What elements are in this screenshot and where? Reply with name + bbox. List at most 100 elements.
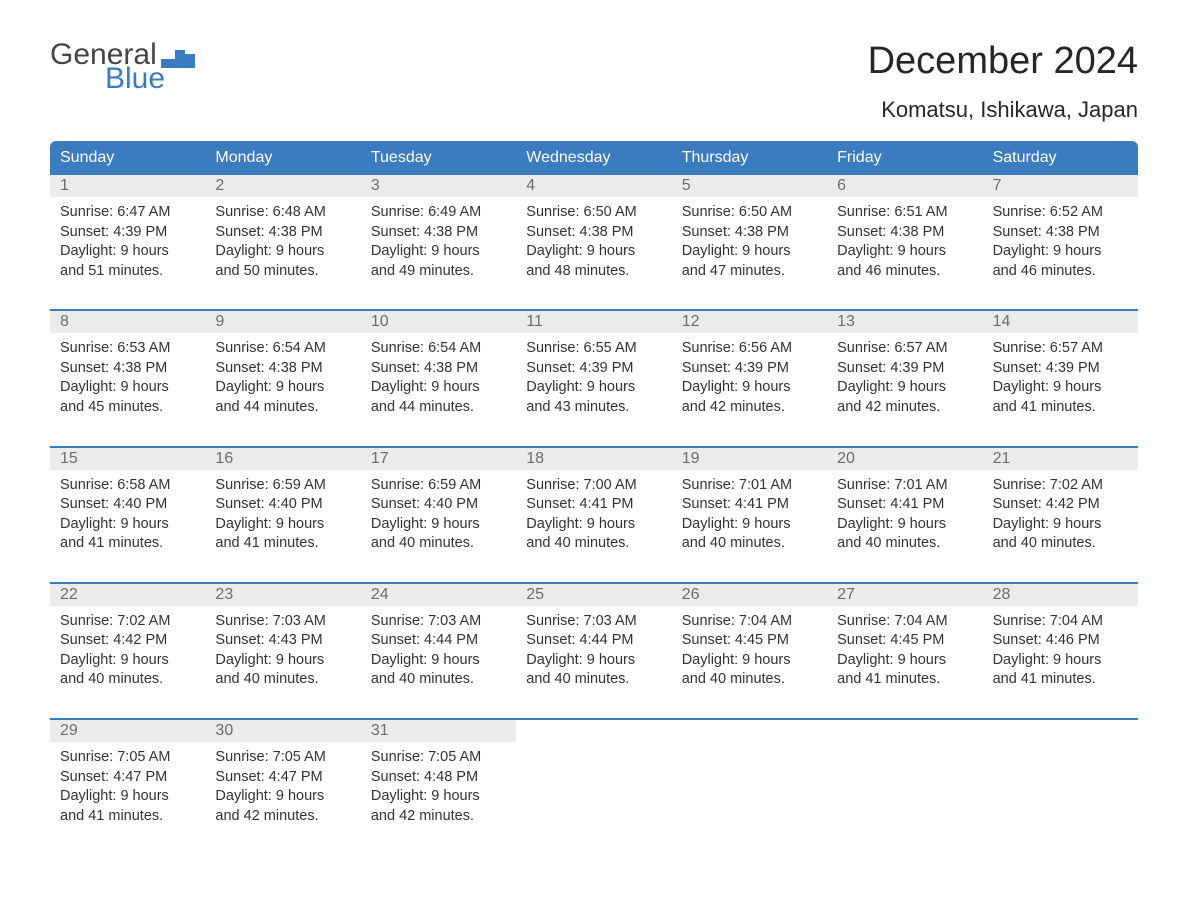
daylight-line-1: Daylight: 9 hours bbox=[993, 515, 1128, 535]
day-number: 29 bbox=[50, 720, 205, 742]
location-text: Komatsu, Ishikawa, Japan bbox=[868, 97, 1138, 123]
day-info: Sunrise: 6:53 AMSunset: 4:38 PMDaylight:… bbox=[60, 339, 195, 417]
sunrise-line: Sunrise: 7:04 AM bbox=[993, 612, 1128, 632]
daylight-line-2: and 40 minutes. bbox=[682, 534, 817, 554]
weekday-saturday: Saturday bbox=[983, 141, 1138, 175]
daylight-line-2: and 40 minutes. bbox=[993, 534, 1128, 554]
day-cell: 19Sunrise: 7:01 AMSunset: 4:41 PMDayligh… bbox=[672, 448, 827, 564]
daylight-line-2: and 40 minutes. bbox=[682, 670, 817, 690]
daylight-line-2: and 40 minutes. bbox=[215, 670, 350, 690]
day-cell: 13Sunrise: 6:57 AMSunset: 4:39 PMDayligh… bbox=[827, 311, 982, 427]
daylight-line-2: and 41 minutes. bbox=[837, 670, 972, 690]
sunrise-line: Sunrise: 6:58 AM bbox=[60, 476, 195, 496]
sunset-line: Sunset: 4:41 PM bbox=[526, 495, 661, 515]
day-cell bbox=[827, 720, 982, 836]
day-number: 1 bbox=[50, 175, 205, 197]
day-cell bbox=[516, 720, 671, 836]
daylight-line-1: Daylight: 9 hours bbox=[993, 651, 1128, 671]
daylight-line-2: and 46 minutes. bbox=[837, 262, 972, 282]
daylight-line-1: Daylight: 9 hours bbox=[60, 787, 195, 807]
sunset-line: Sunset: 4:41 PM bbox=[682, 495, 817, 515]
daylight-line-2: and 50 minutes. bbox=[215, 262, 350, 282]
sunset-line: Sunset: 4:40 PM bbox=[215, 495, 350, 515]
day-cell: 5Sunrise: 6:50 AMSunset: 4:38 PMDaylight… bbox=[672, 175, 827, 291]
day-cell: 17Sunrise: 6:59 AMSunset: 4:40 PMDayligh… bbox=[361, 448, 516, 564]
daylight-line-2: and 41 minutes. bbox=[215, 534, 350, 554]
week-row: 8Sunrise: 6:53 AMSunset: 4:38 PMDaylight… bbox=[50, 309, 1138, 427]
day-info: Sunrise: 7:04 AMSunset: 4:45 PMDaylight:… bbox=[682, 612, 817, 690]
daylight-line-2: and 51 minutes. bbox=[60, 262, 195, 282]
daylight-line-1: Daylight: 9 hours bbox=[993, 242, 1128, 262]
daylight-line-2: and 46 minutes. bbox=[993, 262, 1128, 282]
day-number: 30 bbox=[205, 720, 360, 742]
week-row: 22Sunrise: 7:02 AMSunset: 4:42 PMDayligh… bbox=[50, 582, 1138, 700]
sunrise-line: Sunrise: 7:00 AM bbox=[526, 476, 661, 496]
sunrise-line: Sunrise: 6:51 AM bbox=[837, 203, 972, 223]
sunrise-line: Sunrise: 7:05 AM bbox=[371, 748, 506, 768]
sunrise-line: Sunrise: 6:54 AM bbox=[215, 339, 350, 359]
day-number: 7 bbox=[983, 175, 1138, 197]
daylight-line-2: and 43 minutes. bbox=[526, 398, 661, 418]
weeks-container: 1Sunrise: 6:47 AMSunset: 4:39 PMDaylight… bbox=[50, 175, 1138, 836]
day-number: 21 bbox=[983, 448, 1138, 470]
flag-icon bbox=[161, 50, 195, 68]
daylight-line-1: Daylight: 9 hours bbox=[993, 378, 1128, 398]
sunrise-line: Sunrise: 6:52 AM bbox=[993, 203, 1128, 223]
sunrise-line: Sunrise: 6:48 AM bbox=[215, 203, 350, 223]
day-number: 10 bbox=[361, 311, 516, 333]
day-cell: 26 Sunrise: 7:04 AMSunset: 4:45 PMDayligh… bbox=[672, 584, 827, 700]
day-number: 28 bbox=[983, 584, 1138, 606]
day-number: 11 bbox=[516, 311, 671, 333]
day-info: Sunrise: 7:04 AMSunset: 4:46 PMDaylight:… bbox=[993, 612, 1128, 690]
sunset-line: Sunset: 4:39 PM bbox=[682, 359, 817, 379]
week-row: 1Sunrise: 6:47 AMSunset: 4:39 PMDaylight… bbox=[50, 175, 1138, 291]
day-info: Sunrise: 6:59 AMSunset: 4:40 PMDaylight:… bbox=[215, 476, 350, 554]
day-cell: 23Sunrise: 7:03 AMSunset: 4:43 PMDayligh… bbox=[205, 584, 360, 700]
day-cell: 31Sunrise: 7:05 AMSunset: 4:48 PMDayligh… bbox=[361, 720, 516, 836]
day-cell: 28 Sunrise: 7:04 AMSunset: 4:46 PMDayligh… bbox=[983, 584, 1138, 700]
daylight-line-2: and 42 minutes. bbox=[215, 807, 350, 827]
day-cell: 30Sunrise: 7:05 AMSunset: 4:47 PMDayligh… bbox=[205, 720, 360, 836]
day-info: Sunrise: 6:55 AMSunset: 4:39 PMDaylight:… bbox=[526, 339, 661, 417]
day-info: Sunrise: 6:50 AMSunset: 4:38 PMDaylight:… bbox=[682, 203, 817, 281]
day-cell: 27Sunrise: 7:04 AMSunset: 4:45 PMDayligh… bbox=[827, 584, 982, 700]
day-info: Sunrise: 6:58 AMSunset: 4:40 PMDaylight:… bbox=[60, 476, 195, 554]
day-cell: 22Sunrise: 7:02 AMSunset: 4:42 PMDayligh… bbox=[50, 584, 205, 700]
sunset-line: Sunset: 4:38 PM bbox=[371, 359, 506, 379]
day-number: 9 bbox=[205, 311, 360, 333]
day-info: Sunrise: 6:51 AMSunset: 4:38 PMDaylight:… bbox=[837, 203, 972, 281]
daylight-line-2: and 41 minutes. bbox=[60, 534, 195, 554]
daylight-line-1: Daylight: 9 hours bbox=[526, 515, 661, 535]
day-number: 2 bbox=[205, 175, 360, 197]
sunrise-line: Sunrise: 7:05 AM bbox=[60, 748, 195, 768]
daylight-line-1: Daylight: 9 hours bbox=[837, 378, 972, 398]
weekday-wednesday: Wednesday bbox=[516, 141, 671, 175]
title-block: December 2024 Komatsu, Ishikawa, Japan bbox=[868, 40, 1138, 133]
daylight-line-1: Daylight: 9 hours bbox=[682, 651, 817, 671]
day-info: Sunrise: 7:03 AMSunset: 4:44 PMDaylight:… bbox=[526, 612, 661, 690]
day-number: 26 bbox=[672, 584, 827, 606]
sunset-line: Sunset: 4:38 PM bbox=[837, 223, 972, 243]
day-number: 18 bbox=[516, 448, 671, 470]
daylight-line-1: Daylight: 9 hours bbox=[60, 242, 195, 262]
day-info: Sunrise: 6:48 AMSunset: 4:38 PMDaylight:… bbox=[215, 203, 350, 281]
day-info: Sunrise: 7:03 AMSunset: 4:44 PMDaylight:… bbox=[371, 612, 506, 690]
day-info: Sunrise: 6:54 AMSunset: 4:38 PMDaylight:… bbox=[371, 339, 506, 417]
day-number: 19 bbox=[672, 448, 827, 470]
sunrise-line: Sunrise: 7:03 AM bbox=[215, 612, 350, 632]
daylight-line-1: Daylight: 9 hours bbox=[60, 651, 195, 671]
daylight-line-2: and 40 minutes. bbox=[371, 670, 506, 690]
daylight-line-2: and 42 minutes. bbox=[371, 807, 506, 827]
weekday-header: Sunday Monday Tuesday Wednesday Thursday… bbox=[50, 141, 1138, 175]
sunset-line: Sunset: 4:44 PM bbox=[526, 631, 661, 651]
day-cell: 4Sunrise: 6:50 AMSunset: 4:38 PMDaylight… bbox=[516, 175, 671, 291]
daylight-line-2: and 42 minutes. bbox=[837, 398, 972, 418]
sunset-line: Sunset: 4:39 PM bbox=[60, 223, 195, 243]
sunset-line: Sunset: 4:38 PM bbox=[215, 359, 350, 379]
daylight-line-1: Daylight: 9 hours bbox=[60, 378, 195, 398]
day-cell: 7Sunrise: 6:52 AMSunset: 4:38 PMDaylight… bbox=[983, 175, 1138, 291]
day-number: 3 bbox=[361, 175, 516, 197]
day-info: Sunrise: 6:57 AMSunset: 4:39 PMDaylight:… bbox=[993, 339, 1128, 417]
day-cell: 8Sunrise: 6:53 AMSunset: 4:38 PMDaylight… bbox=[50, 311, 205, 427]
day-info: Sunrise: 6:57 AMSunset: 4:39 PMDaylight:… bbox=[837, 339, 972, 417]
